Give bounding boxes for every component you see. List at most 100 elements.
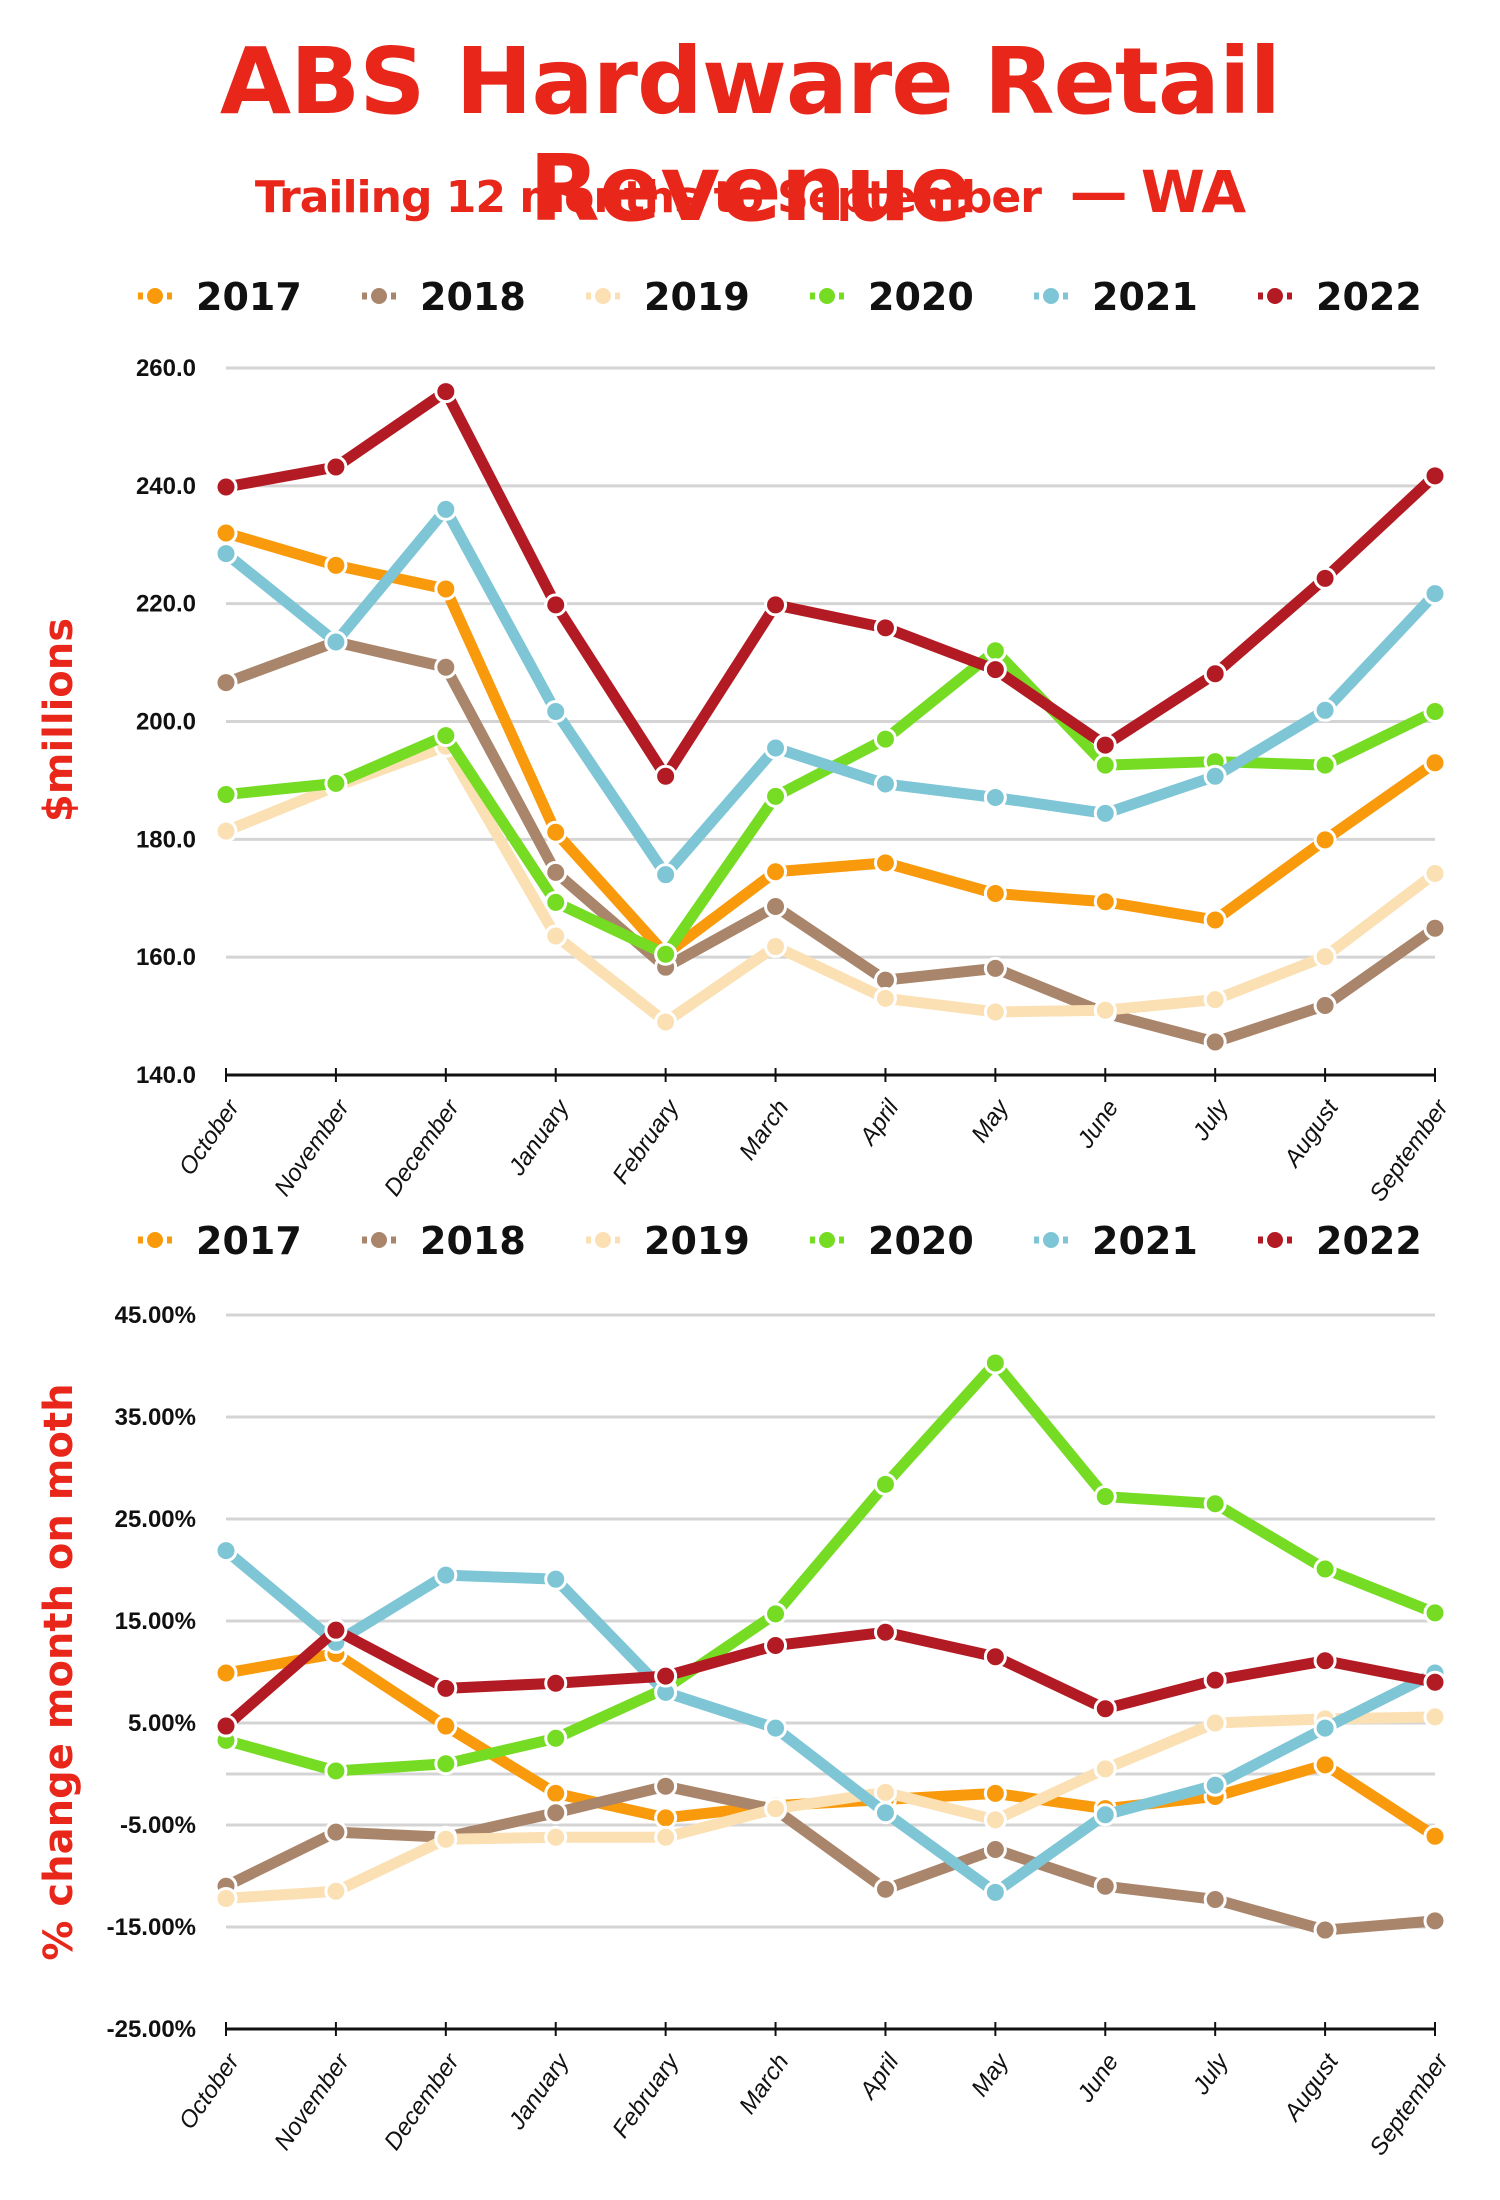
data-point bbox=[1423, 751, 1447, 775]
legend-item-2018: 2018 bbox=[362, 1219, 526, 1263]
data-point bbox=[873, 1801, 897, 1825]
data-point bbox=[544, 860, 568, 884]
x-tick-label: August bbox=[1278, 2048, 1345, 2127]
data-point bbox=[1203, 1711, 1227, 1735]
x-tick-label: January bbox=[503, 1093, 576, 1181]
x-tick-label: July bbox=[1187, 2047, 1235, 2100]
data-point bbox=[544, 1801, 568, 1825]
data-point bbox=[983, 1808, 1007, 1832]
series-2018 bbox=[214, 630, 1447, 1054]
chart-2: 2017 2018 2019 2020 2021 2022 45.00% 35.00% 25.0… bbox=[36, 1219, 1454, 2161]
data-point bbox=[544, 699, 568, 723]
data-point bbox=[983, 1880, 1007, 1904]
y-axis-title: $millions bbox=[36, 618, 82, 822]
data-point bbox=[214, 475, 238, 499]
legend: 2017 2018 2019 2020 2021 2022 bbox=[138, 1219, 1422, 1263]
legend-label: 2018 bbox=[420, 1219, 526, 1263]
data-point bbox=[1423, 862, 1447, 886]
legend-marker bbox=[1267, 288, 1283, 304]
data-point bbox=[1203, 1492, 1227, 1516]
series-line bbox=[223, 740, 1439, 1028]
data-point bbox=[654, 1010, 678, 1034]
y-tick-label: -25.00% bbox=[107, 2016, 196, 2043]
data-point bbox=[1203, 908, 1227, 932]
data-point bbox=[324, 1759, 348, 1783]
data-point bbox=[324, 771, 348, 795]
data-point bbox=[544, 1781, 568, 1805]
data-point bbox=[544, 1671, 568, 1695]
x-tick-label: June bbox=[1072, 2049, 1125, 2108]
legend-marker bbox=[595, 288, 611, 304]
y-tick-label: 200.0 bbox=[136, 709, 196, 736]
legend-marker bbox=[147, 288, 163, 304]
data-point bbox=[214, 671, 238, 695]
data-point bbox=[324, 1879, 348, 1903]
y-tick-label: -5.00% bbox=[120, 1812, 196, 1839]
subtitle-period: Trailing 12 months to September bbox=[254, 172, 1042, 223]
y-tick-label: 25.00% bbox=[115, 1506, 196, 1533]
x-tick-label: February bbox=[607, 2047, 685, 2143]
data-point bbox=[1313, 1753, 1337, 1777]
data-point bbox=[1423, 582, 1447, 606]
series-line bbox=[222, 1546, 1438, 1898]
data-point bbox=[214, 521, 238, 545]
x-tick-label: May bbox=[966, 1093, 1015, 1147]
series-2022 bbox=[214, 380, 1447, 788]
data-point bbox=[983, 1351, 1007, 1375]
legend-item-2017: 2017 bbox=[138, 275, 302, 319]
y-axis-title: % change month on moth bbox=[36, 1383, 82, 1960]
data-point bbox=[1093, 890, 1117, 914]
y-tick-label: 160.0 bbox=[136, 944, 196, 971]
data-point bbox=[1203, 1668, 1227, 1692]
data-point bbox=[983, 956, 1007, 980]
data-point bbox=[214, 542, 238, 566]
series-2022 bbox=[214, 1618, 1447, 1738]
data-point bbox=[1093, 1803, 1117, 1827]
x-tick-label: April bbox=[854, 2048, 905, 2105]
data-point bbox=[324, 1618, 348, 1642]
data-point bbox=[324, 553, 348, 577]
legend-label: 2017 bbox=[196, 275, 302, 319]
data-point bbox=[654, 764, 678, 788]
data-point bbox=[544, 820, 568, 844]
x-tick-label: November bbox=[269, 2048, 355, 2155]
data-point bbox=[1423, 1824, 1447, 1848]
data-point bbox=[434, 724, 458, 748]
data-point bbox=[544, 593, 568, 617]
legend-item-2020: 2020 bbox=[810, 275, 974, 319]
data-point bbox=[214, 783, 238, 807]
x-tick-label: October bbox=[174, 1094, 246, 1180]
data-point bbox=[654, 1825, 678, 1849]
data-point bbox=[1423, 699, 1447, 723]
x-tick-label: March bbox=[734, 2049, 794, 2119]
series-2020 bbox=[214, 1351, 1447, 1783]
data-point bbox=[1313, 753, 1337, 777]
subtitle-dash: — bbox=[1069, 158, 1128, 226]
data-point bbox=[434, 1827, 458, 1851]
data-point bbox=[873, 772, 897, 796]
data-point bbox=[544, 1825, 568, 1849]
data-point bbox=[654, 942, 678, 966]
data-point bbox=[873, 986, 897, 1010]
legend-marker bbox=[371, 288, 387, 304]
legend-item-2017: 2017 bbox=[138, 1219, 302, 1263]
data-point bbox=[983, 1000, 1007, 1024]
data-point bbox=[873, 851, 897, 875]
data-point bbox=[214, 819, 238, 843]
data-point bbox=[1313, 945, 1337, 969]
data-point bbox=[1203, 1773, 1227, 1797]
legend-item-2019: 2019 bbox=[586, 275, 750, 319]
legend-item-2018: 2018 bbox=[362, 275, 526, 319]
series-2021 bbox=[214, 497, 1447, 887]
y-tick-label: 45.00% bbox=[115, 1302, 196, 1329]
data-point bbox=[544, 890, 568, 914]
data-point bbox=[1313, 993, 1337, 1017]
legend-item-2019: 2019 bbox=[586, 1219, 750, 1263]
legend-marker bbox=[1043, 288, 1059, 304]
data-point bbox=[764, 593, 788, 617]
data-point bbox=[1093, 753, 1117, 777]
data-point bbox=[983, 786, 1007, 810]
chart-title: ABS Hardware Retail Revenue bbox=[219, 28, 1281, 242]
legend-label: 2019 bbox=[644, 1219, 750, 1263]
